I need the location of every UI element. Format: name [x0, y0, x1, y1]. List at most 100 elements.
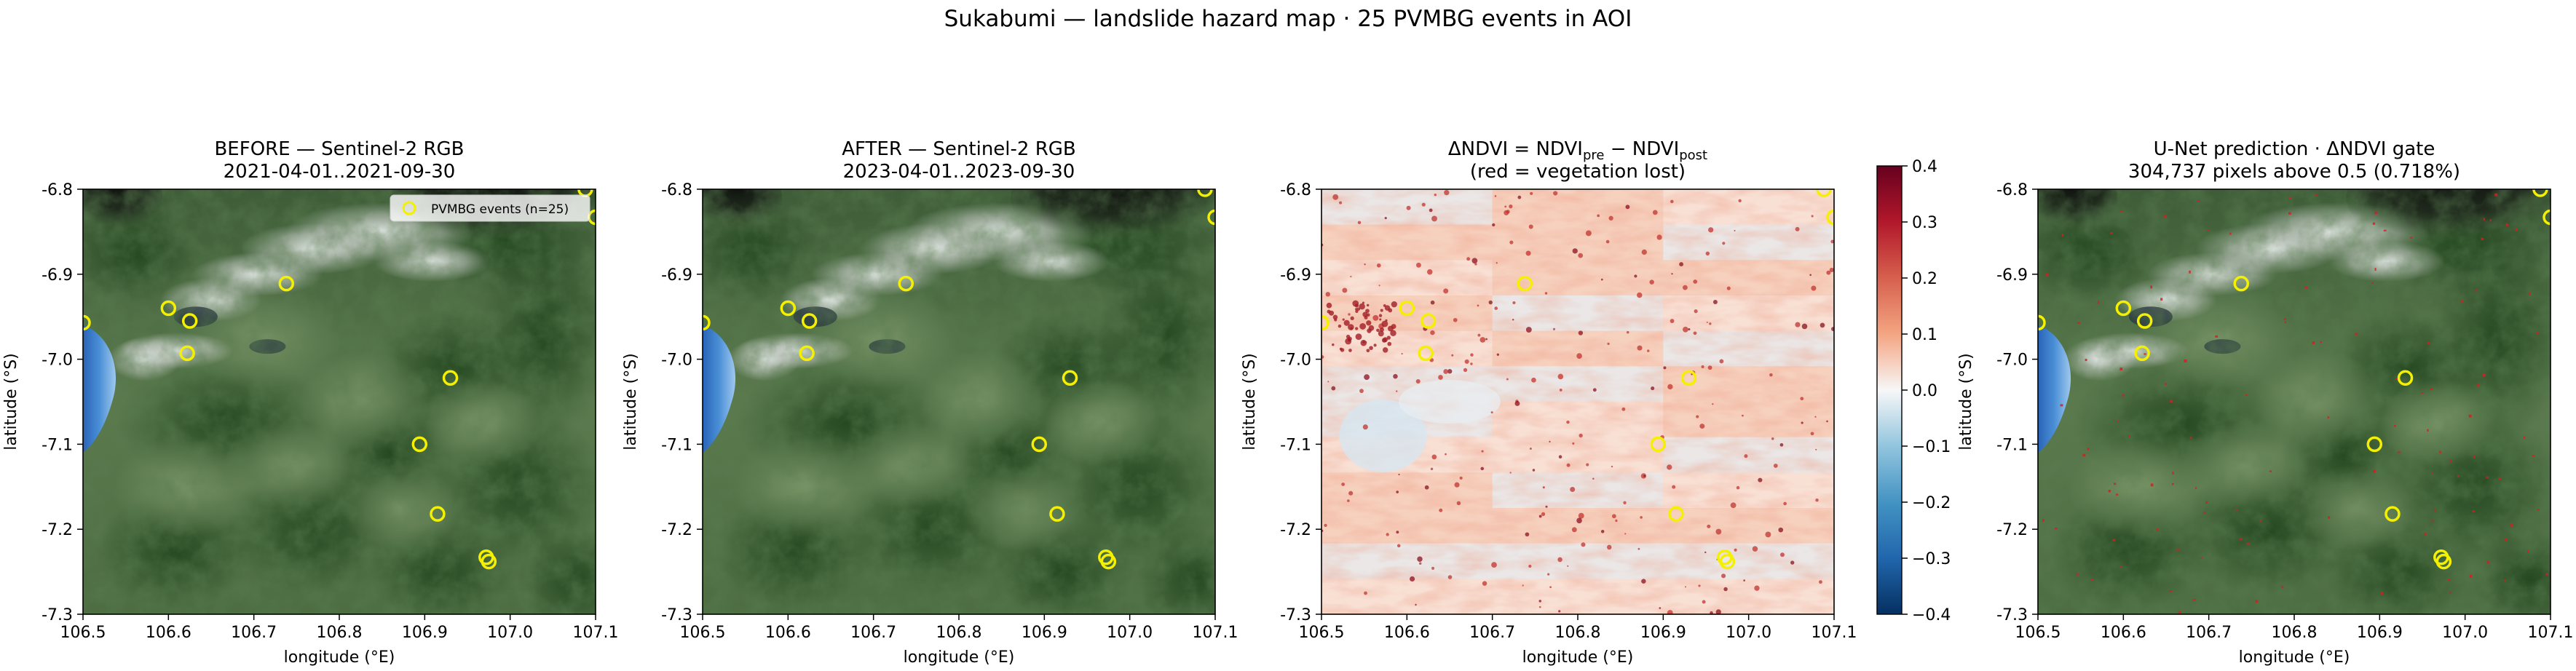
event-marker [2134, 345, 2150, 362]
event-marker [1031, 436, 1048, 453]
after-ytick-label: -6.9 [661, 266, 692, 285]
event-marker [83, 314, 91, 331]
unet-ytick-label: -6.9 [1996, 266, 2028, 285]
event-marker [442, 370, 459, 386]
figure-title: Sukabumi — landslide hazard map · 25 PVM… [944, 6, 1632, 32]
before-ylabel: latitude (°S) [2, 353, 20, 450]
unet-xtick-label: 106.8 [2272, 624, 2318, 642]
before-xtick-label: 107.0 [487, 624, 533, 642]
unet-ytick-label: -7.3 [1996, 606, 2028, 624]
unet-xtick-label: 106.7 [2186, 624, 2232, 642]
after-ylabel: latitude (°S) [622, 353, 640, 450]
after-xtick-label: 106.7 [850, 624, 896, 642]
panel-after-image [703, 189, 1215, 614]
legend-label: PVMBG events (n=25) [431, 202, 569, 217]
before-xtick-label: 106.6 [146, 624, 191, 642]
dndvi-xtick-label: 106.5 [1299, 624, 1345, 642]
event-marker [898, 275, 914, 292]
dndvi-xtick-label: 107.1 [1812, 624, 1857, 642]
panel-title-after: AFTER — Sentinel-2 RGB 2023-04-01..2023-… [668, 138, 1250, 183]
event-marker [780, 300, 797, 317]
event-marker [1826, 209, 1834, 226]
panel-unet: 106.5 106.6 106.7 106.8 106.9 107.0 107.1 -6.8 -… [1957, 181, 2573, 667]
event-marker [2397, 370, 2414, 386]
after-xtick-label: 107.0 [1107, 624, 1153, 642]
event-marker [179, 345, 195, 362]
unet-ytick-label: -7.0 [1996, 352, 2028, 370]
panel-title-before-line1: BEFORE — Sentinel-2 RGB [214, 138, 465, 160]
dndvi-ytick-label: -7.2 [1280, 521, 1311, 539]
unet-xtick-label: 106.6 [2101, 624, 2146, 642]
panel-dndvi-image [1321, 189, 1834, 614]
dndvi-title-mid: − NDVI [1604, 138, 1680, 160]
after-xlabel: longitude (°E) [904, 648, 1015, 667]
before-xtick-label: 106.8 [317, 624, 363, 642]
dndvi-xlabel: longitude (°E) [1522, 648, 1634, 667]
after-event-markers [703, 189, 1215, 570]
event-marker [1197, 189, 1213, 197]
unet-xtick-label: 106.5 [2015, 624, 2061, 642]
unet-xtick-label: 107.0 [2442, 624, 2488, 642]
after-ytick-label: -6.8 [661, 181, 692, 199]
dndvi-xtick-label: 106.7 [1469, 624, 1515, 642]
legend-marker-icon [402, 201, 416, 215]
event-marker [2532, 189, 2548, 197]
colorbar-tick-label: 0.1 [1912, 326, 1937, 344]
dndvi-title-prefix: ΔNDVI = NDVI [1447, 138, 1583, 160]
event-marker [2038, 314, 2046, 331]
dndvi-xtick-label: 106.6 [1384, 624, 1430, 642]
unet-xlabel: longitude (°E) [2239, 648, 2350, 667]
event-marker [2136, 313, 2153, 329]
event-marker [2233, 275, 2250, 292]
event-marker [703, 314, 711, 331]
colorbar-tick-label: 0.4 [1912, 158, 1937, 176]
panel-title-before: BEFORE — Sentinel-2 RGB 2021-04-01..2021… [48, 138, 631, 183]
panel-title-dndvi: ΔNDVI = NDVIpre − NDVIpost (red = vegeta… [1287, 138, 1869, 183]
colorbar-tick-label: 0.2 [1912, 270, 1937, 288]
event-marker [430, 506, 446, 522]
panel-title-after-line1: AFTER — Sentinel-2 RGB [842, 138, 1076, 160]
event-marker [278, 275, 295, 292]
panel-after: 106.5 106.6 106.7 106.8 106.9 107.0 107.1 -6.8 -… [622, 181, 1238, 667]
event-marker [1650, 436, 1667, 453]
event-marker [1816, 189, 1832, 197]
dndvi-title-sub-pre: pre [1582, 148, 1605, 163]
event-marker [160, 300, 177, 317]
panel-before: 106.5 106.6 106.7 106.8 106.9 107.0 107.1 -6.8 -… [2, 181, 618, 667]
panel-title-dndvi-line2: (red = vegetation lost) [1469, 161, 1686, 183]
panel-before-image [83, 189, 596, 614]
before-ytick-label: -6.8 [42, 181, 73, 199]
before-ytick-label: -7.0 [42, 352, 73, 370]
event-marker [799, 345, 815, 362]
panel-title-unet: U-Net prediction · ΔNDVI gate 304,737 pi… [2003, 138, 2576, 183]
dndvi-ylabel: latitude (°S) [1241, 353, 1259, 450]
dndvi-ytick-label: -7.0 [1280, 352, 1311, 370]
event-marker [1668, 506, 1684, 522]
event-marker [2366, 436, 2383, 453]
before-xtick-label: 106.5 [60, 624, 106, 642]
event-marker [1100, 553, 1117, 570]
colorbar-tick-label: 0.3 [1912, 214, 1937, 232]
colorbar-gradient [1876, 165, 1903, 615]
after-ytick-label: -7.0 [661, 352, 692, 370]
before-ytick-label: -7.3 [42, 606, 73, 624]
after-xtick-label: 106.6 [765, 624, 811, 642]
after-xtick-label: 107.1 [1193, 624, 1238, 642]
dndvi-ytick-label: -6.9 [1280, 266, 1311, 285]
panel-dndvi: 106.5 106.6 106.7 106.8 106.9 107.0 107.1 -6.8 -… [1241, 181, 1857, 667]
unet-ytick-label: -6.8 [1996, 181, 2028, 199]
before-xlabel: longitude (°E) [284, 648, 395, 667]
event-marker [181, 313, 198, 329]
colorbar-tick-label: −0.2 [1912, 494, 1951, 512]
unet-ytick-label: -7.2 [1996, 521, 2028, 539]
event-marker [1399, 300, 1415, 317]
panel-title-dndvi-line1: ΔNDVI = NDVIpre − NDVIpost [1287, 138, 1869, 163]
colorbar-tick-label: −0.3 [1912, 550, 1951, 568]
dndvi-xtick-label: 106.8 [1555, 624, 1601, 642]
dndvi-title-sub-post: post [1679, 148, 1708, 163]
event-marker [2385, 506, 2401, 522]
panel-title-after-line2: 2023-04-01..2023-09-30 [842, 161, 1075, 183]
panel-unet-image [2038, 189, 2551, 614]
event-marker [1719, 553, 1736, 570]
